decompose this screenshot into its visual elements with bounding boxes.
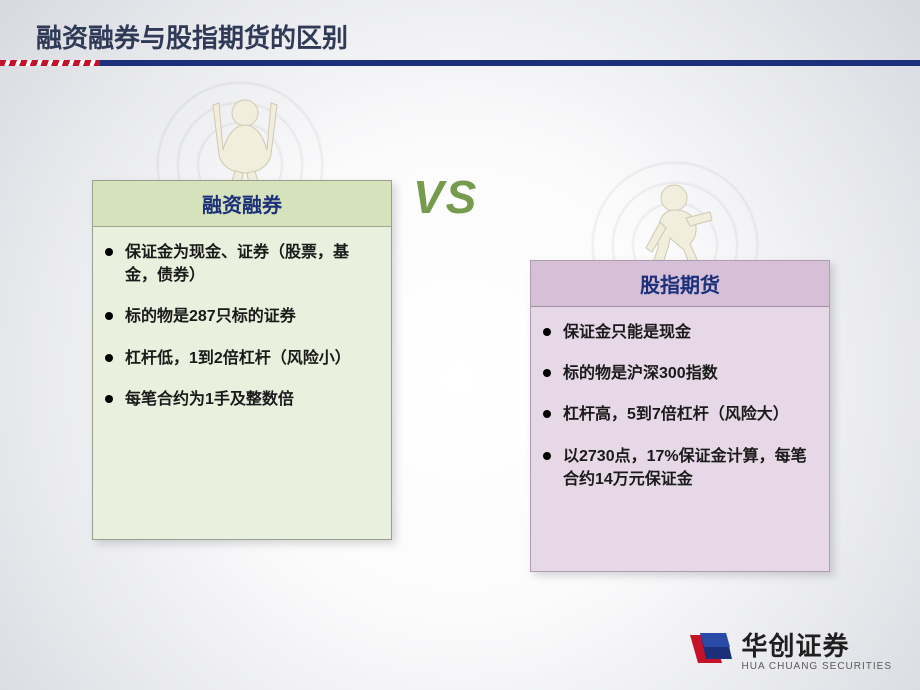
list-item: 保证金只能是现金 [559, 321, 811, 344]
list-item: 每笔合约为1手及整数倍 [121, 388, 373, 411]
right-panel-list: 保证金只能是现金 标的物是沪深300指数 杠杆高，5到7倍杠杆（风险大） 以27… [531, 307, 829, 523]
logo-mark-icon [686, 629, 732, 669]
title-rule-accent [0, 60, 100, 66]
title-rule [0, 60, 920, 66]
list-item: 杠杆低，1到2倍杠杆（风险小） [121, 347, 373, 370]
vs-label: VS [413, 170, 478, 224]
right-panel-heading: 股指期货 [531, 261, 829, 307]
left-panel-list: 保证金为现金、证券（股票，基金，债券） 标的物是287只标的证券 杠杆低，1到2… [93, 227, 391, 443]
list-item: 标的物是沪深300指数 [559, 362, 811, 385]
right-panel: 股指期货 保证金只能是现金 标的物是沪深300指数 杠杆高，5到7倍杠杆（风险大… [530, 260, 830, 572]
list-item: 以2730点，17%保证金计算，每笔合约14万元保证金 [559, 445, 811, 491]
left-panel: 融资融券 保证金为现金、证券（股票，基金，债券） 标的物是287只标的证券 杠杆… [92, 180, 392, 540]
left-panel-heading: 融资融券 [93, 181, 391, 227]
brand-logo: 华创证券 HUA CHUANG SECURITIES [686, 626, 892, 672]
person-lean-icon [640, 178, 720, 268]
slide-title: 融资融券与股指期货的区别 [36, 18, 348, 55]
logo-text-en: HUA CHUANG SECURITIES [742, 661, 892, 672]
logo-text-cn: 华创证券 [742, 626, 892, 663]
list-item: 杠杆高，5到7倍杠杆（风险大） [559, 403, 811, 426]
person-cheer-icon [205, 95, 285, 185]
list-item: 标的物是287只标的证券 [121, 305, 373, 328]
list-item: 保证金为现金、证券（股票，基金，债券） [121, 241, 373, 287]
